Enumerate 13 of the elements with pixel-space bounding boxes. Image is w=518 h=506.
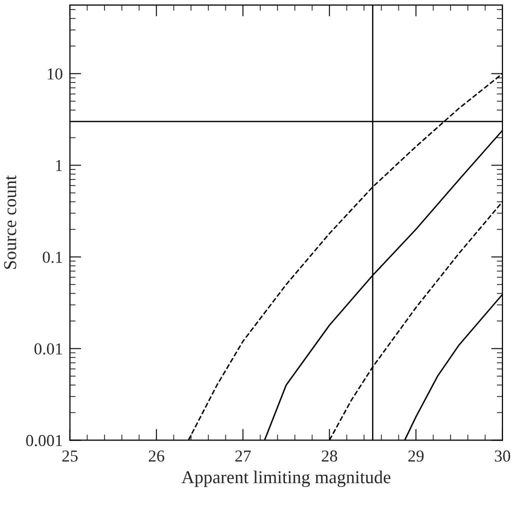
x-tick-label: 25 xyxy=(62,450,78,462)
x-tick-label: 28 xyxy=(322,450,338,462)
x-tick-label: 30 xyxy=(494,450,510,462)
x-axis-title: Apparent limiting magnitude xyxy=(182,470,390,488)
y-tick-label: 0.1 xyxy=(42,252,62,263)
x-tick-label: 26 xyxy=(148,450,164,462)
y-tick-label: 0.01 xyxy=(34,343,62,355)
y-axis-title: Source count xyxy=(4,175,16,269)
y-tick-label: 10 xyxy=(48,68,62,80)
y-tick-label: 1 xyxy=(56,160,62,172)
x-tick-label: 27 xyxy=(235,450,251,462)
y-tick-label: 0.001 xyxy=(26,434,62,446)
x-tick-label: 29 xyxy=(408,450,424,462)
